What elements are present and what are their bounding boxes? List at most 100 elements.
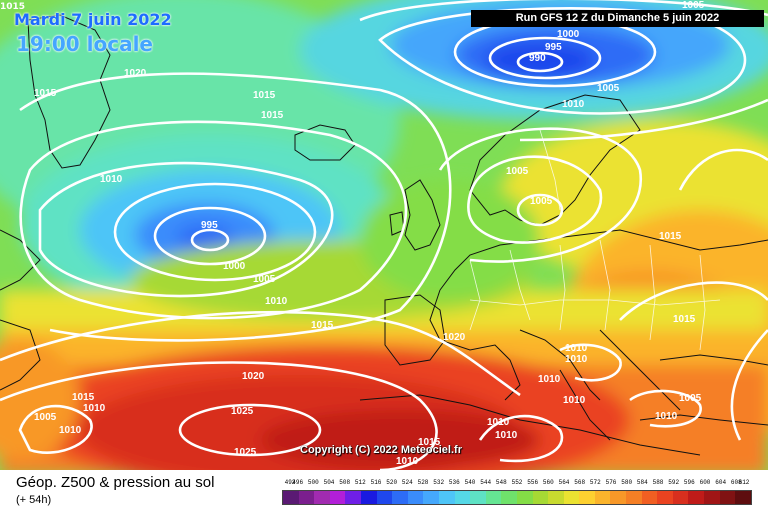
svg-text:1025: 1025 bbox=[231, 406, 254, 417]
svg-text:1005: 1005 bbox=[34, 412, 57, 423]
borders bbox=[469, 129, 721, 351]
svg-text:1005: 1005 bbox=[679, 393, 702, 404]
color-scale-bar bbox=[282, 490, 752, 505]
scale-swatch bbox=[594, 491, 611, 504]
scale-swatch bbox=[360, 491, 377, 504]
scale-swatch bbox=[501, 491, 517, 504]
svg-text:1010: 1010 bbox=[495, 430, 518, 441]
svg-text:1010: 1010 bbox=[563, 395, 586, 406]
svg-text:995: 995 bbox=[201, 220, 218, 231]
scale-swatch bbox=[407, 491, 424, 504]
scale-tick-label: 580 bbox=[621, 479, 633, 486]
svg-text:990: 990 bbox=[529, 53, 546, 64]
scale-swatch bbox=[532, 491, 549, 504]
scale-tick-label: 496 bbox=[292, 479, 304, 486]
scale-tick-label: 500 bbox=[307, 479, 319, 486]
scale-swatch bbox=[719, 491, 736, 504]
scale-swatch bbox=[392, 491, 408, 504]
svg-text:1010: 1010 bbox=[565, 354, 588, 365]
svg-text:1010: 1010 bbox=[565, 343, 588, 354]
copyright-notice: Copyright (C) 2022 Meteociel.fr bbox=[300, 444, 462, 456]
svg-text:1020: 1020 bbox=[443, 332, 466, 343]
scale-tick-label: 536 bbox=[448, 479, 460, 486]
scale-swatch bbox=[563, 491, 580, 504]
field-title: Géop. Z500 & pression au sol bbox=[16, 474, 215, 491]
scale-swatch bbox=[548, 491, 564, 504]
scale-swatch bbox=[657, 491, 673, 504]
svg-text:1010: 1010 bbox=[538, 374, 561, 385]
scale-tick-label: 512 bbox=[354, 479, 366, 486]
scale-tick-label: 596 bbox=[683, 479, 695, 486]
svg-text:1025: 1025 bbox=[234, 447, 257, 458]
color-scale-labels: 492 496 500 504 508 512 516 520 524 528 532 536 540 5… bbox=[282, 479, 752, 489]
svg-text:1020: 1020 bbox=[242, 371, 265, 382]
lead-time: (+ 54h) bbox=[16, 494, 52, 506]
svg-text:1015: 1015 bbox=[659, 231, 682, 242]
svg-text:1015: 1015 bbox=[72, 392, 95, 403]
svg-text:1020: 1020 bbox=[124, 68, 147, 79]
scale-swatch bbox=[438, 491, 455, 504]
legend-footer: Géop. Z500 & pression au sol (+ 54h) 492… bbox=[0, 470, 768, 512]
geopotential-field: 1020 1015 1015 1015 1010 1005 1000 995 9… bbox=[0, 0, 768, 470]
svg-text:1010: 1010 bbox=[265, 296, 288, 307]
scale-swatch bbox=[516, 491, 533, 504]
svg-text:1015: 1015 bbox=[261, 110, 284, 121]
forecast-date: Mardi 7 juin 2022 bbox=[14, 10, 172, 29]
svg-text:1010: 1010 bbox=[100, 174, 123, 185]
scale-tick-label: 576 bbox=[605, 479, 617, 486]
svg-text:1005: 1005 bbox=[682, 0, 705, 11]
scale-tick-label: 524 bbox=[401, 479, 413, 486]
scale-swatch bbox=[688, 491, 705, 504]
scale-swatch bbox=[626, 491, 642, 504]
svg-text:995: 995 bbox=[545, 42, 562, 53]
scale-swatch bbox=[314, 491, 330, 504]
isobar-labels: 1020 1015 1015 1015 1010 1005 1000 995 9… bbox=[34, 0, 705, 467]
scale-tick-label: 516 bbox=[370, 479, 382, 486]
svg-text:1010: 1010 bbox=[83, 403, 106, 414]
scale-tick-label: 508 bbox=[339, 479, 351, 486]
scale-tick-label: 520 bbox=[386, 479, 398, 486]
scale-tick-label: 548 bbox=[495, 479, 507, 486]
scale-tick-label: 540 bbox=[464, 479, 476, 486]
scale-tick-label: 564 bbox=[558, 479, 570, 486]
svg-text:1000: 1000 bbox=[223, 261, 246, 272]
scale-tick-label: 600 bbox=[699, 479, 711, 486]
corner-isobar-label: 1015 bbox=[0, 2, 26, 12]
scale-swatch bbox=[485, 491, 502, 504]
scale-tick-label: 544 bbox=[480, 479, 492, 486]
svg-text:1005: 1005 bbox=[530, 196, 553, 207]
scale-swatch bbox=[579, 491, 595, 504]
scale-swatch bbox=[345, 491, 361, 504]
scale-tick-label: 556 bbox=[527, 479, 539, 486]
svg-text:1010: 1010 bbox=[59, 425, 82, 436]
scale-swatch bbox=[704, 491, 720, 504]
scale-swatch bbox=[454, 491, 471, 504]
forecast-local-time: 19:00 locale bbox=[16, 32, 153, 56]
scale-tick-label: 604 bbox=[715, 479, 727, 486]
svg-text:1010: 1010 bbox=[396, 456, 419, 467]
scale-swatch bbox=[283, 491, 299, 504]
scale-tick-label: 560 bbox=[542, 479, 554, 486]
model-run-banner: Run GFS 12 Z du Dimanche 5 juin 2022 bbox=[471, 10, 764, 27]
svg-text:1000: 1000 bbox=[557, 29, 580, 40]
weather-map: 1020 1015 1015 1015 1010 1005 1000 995 9… bbox=[0, 0, 768, 470]
scale-tick-label: 528 bbox=[417, 479, 429, 486]
isobars bbox=[0, 0, 768, 470]
svg-text:1005: 1005 bbox=[253, 274, 276, 285]
svg-text:1010: 1010 bbox=[655, 411, 678, 422]
scale-swatch bbox=[329, 491, 346, 504]
svg-text:1010: 1010 bbox=[562, 99, 585, 110]
scale-tick-label: 492 bbox=[284, 479, 296, 486]
scale-tick-label: 608 bbox=[730, 479, 742, 486]
svg-text:1015: 1015 bbox=[311, 320, 334, 331]
scale-tick-label: 532 bbox=[433, 479, 445, 486]
coastlines bbox=[0, 14, 768, 456]
scale-tick-label: 592 bbox=[668, 479, 680, 486]
scale-swatch bbox=[423, 491, 439, 504]
scale-tick-label: 552 bbox=[511, 479, 523, 486]
scale-swatch bbox=[610, 491, 627, 504]
svg-text:1015: 1015 bbox=[418, 437, 441, 448]
scale-swatch bbox=[298, 491, 315, 504]
svg-text:1010: 1010 bbox=[487, 417, 510, 428]
map-canvas: 1020 1015 1015 1015 1010 1005 1000 995 9… bbox=[0, 0, 768, 470]
